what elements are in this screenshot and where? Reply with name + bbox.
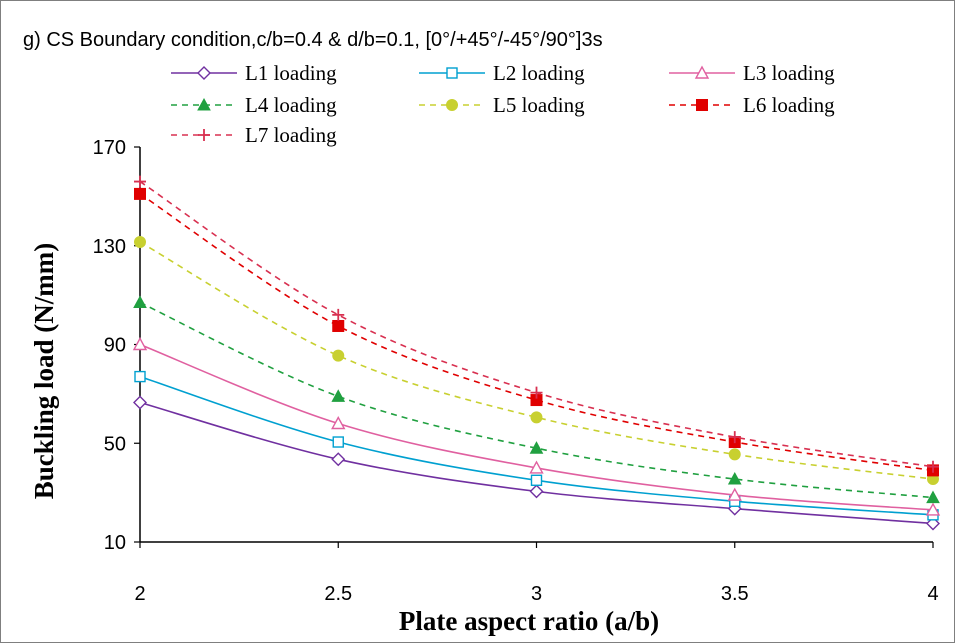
data-point	[925, 502, 941, 516]
legend-item: L5 loading	[419, 93, 585, 117]
legend-label: L1 loading	[245, 61, 337, 85]
legend-label: L4 loading	[245, 93, 337, 117]
data-point	[530, 474, 543, 486]
data-point	[134, 236, 146, 249]
data-point	[133, 395, 147, 410]
data-point	[728, 431, 741, 444]
data-point	[530, 386, 543, 399]
series-layer	[132, 175, 941, 531]
x-tick-label: 2.5	[324, 583, 352, 605]
series-group	[134, 187, 939, 477]
legend-swatch-marker	[198, 129, 210, 141]
data-point	[727, 487, 742, 501]
x-tick-label: 4	[927, 583, 938, 605]
data-point	[133, 295, 147, 309]
data-point	[927, 460, 939, 473]
series-group	[132, 337, 941, 516]
y-tick-label: 130	[93, 236, 126, 258]
data-point	[530, 411, 543, 424]
data-point	[332, 349, 345, 362]
legend-item: L7 loading	[171, 123, 337, 147]
y-tick-label: 10	[104, 532, 126, 554]
series-group	[133, 395, 940, 531]
axes: 10 50 90 130 170 2 2.5 3 3.5 4	[93, 137, 939, 605]
data-point	[331, 389, 346, 402]
data-point	[134, 175, 146, 188]
series-line	[139, 193, 934, 472]
data-point	[331, 452, 346, 467]
data-point	[332, 436, 344, 448]
legend-swatch-marker	[694, 65, 710, 79]
series-line	[139, 180, 934, 468]
data-point	[331, 416, 346, 430]
legend-swatch-marker	[446, 67, 458, 79]
y-tick-label: 50	[104, 433, 126, 455]
data-point	[529, 441, 544, 454]
series-group	[134, 236, 939, 486]
legend-label: L3 loading	[743, 61, 835, 85]
legend-item: L2 loading	[419, 61, 585, 85]
data-point	[332, 308, 345, 321]
series-line	[139, 301, 934, 499]
legend-label: L7 loading	[245, 123, 337, 147]
legend-swatch-marker	[446, 99, 458, 111]
legend: L1 loading L2 loading L3 loading L4 loading…	[171, 61, 835, 147]
chart-title: g) CS Boundary condition,c/b=0.4 & d/b=0…	[23, 29, 603, 51]
data-point	[134, 370, 146, 383]
x-axis-label: Plate aspect ratio (a/b)	[399, 606, 659, 636]
series-line	[139, 241, 934, 480]
legend-swatch-marker	[197, 66, 211, 80]
legend-item: L1 loading	[171, 61, 337, 85]
x-tick-label: 3.5	[721, 583, 749, 605]
series-group	[133, 295, 940, 504]
x-tick-label: 2	[134, 583, 145, 605]
legend-swatch-marker	[197, 97, 211, 111]
y-tick-label: 170	[93, 137, 126, 159]
legend-label: L5 loading	[493, 93, 585, 117]
legend-swatch-marker	[696, 99, 708, 111]
data-point	[727, 472, 742, 485]
data-point	[529, 460, 544, 474]
data-point	[728, 448, 741, 461]
legend-label: L6 loading	[743, 93, 835, 117]
legend-item: L4 loading	[171, 93, 337, 117]
data-point	[529, 484, 544, 499]
data-point	[132, 337, 148, 351]
series-group	[134, 175, 939, 473]
data-point	[332, 319, 345, 332]
legend-item: L3 loading	[669, 61, 835, 85]
legend-item: L6 loading	[669, 93, 835, 117]
data-point	[926, 490, 940, 504]
y-tick-label: 90	[104, 335, 126, 357]
y-axis-label: Buckling load (N/mm)	[29, 243, 59, 500]
data-point	[134, 187, 146, 200]
x-tick-label: 3	[531, 583, 542, 605]
legend-label: L2 loading	[493, 61, 585, 85]
